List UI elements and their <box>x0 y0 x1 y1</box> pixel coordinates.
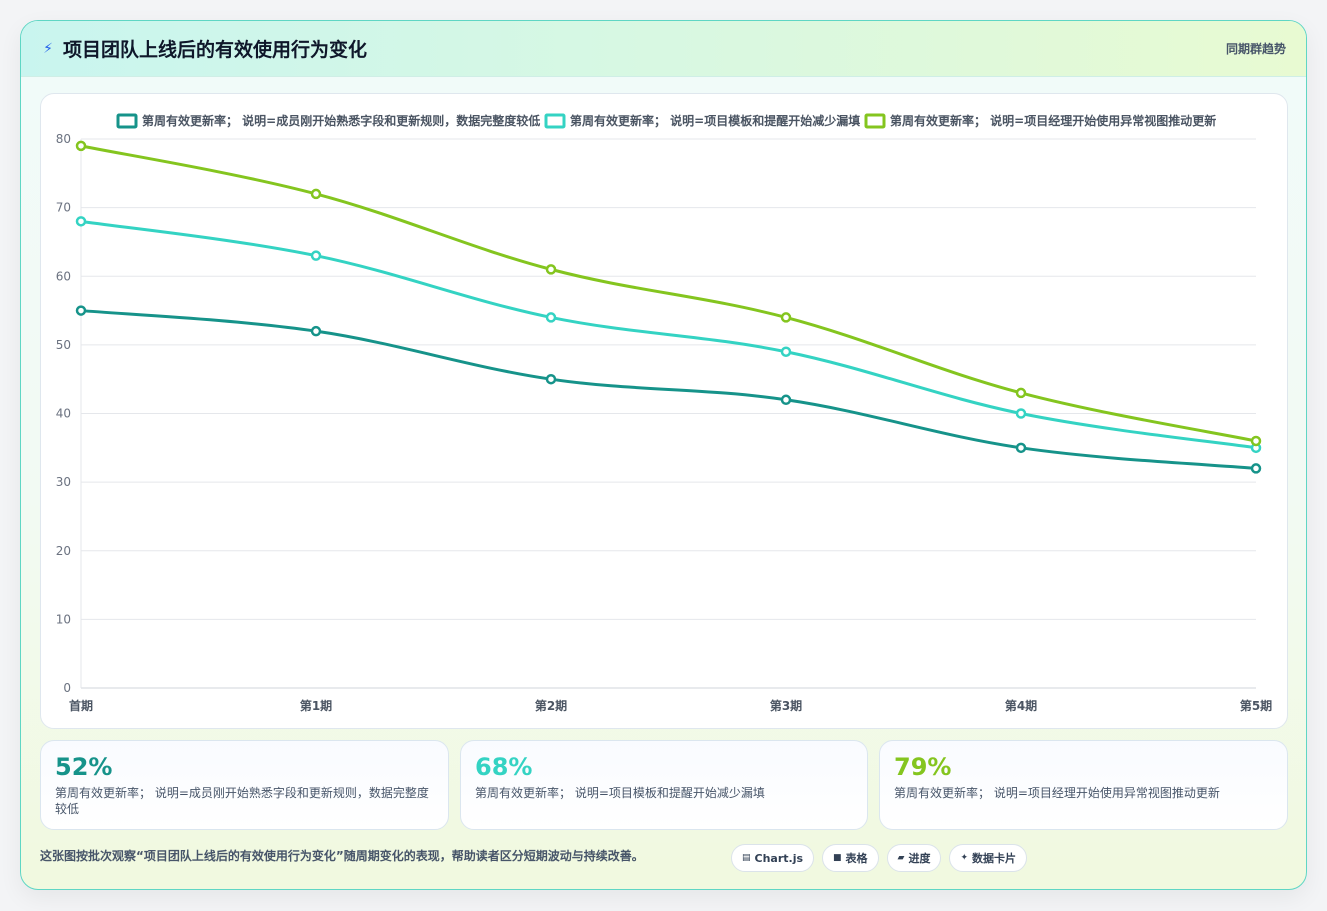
legend-label-2: 第周有效更新率； 说明=项目模板和提醒开始减少漏填 <box>570 113 860 128</box>
y-tick-label: 70 <box>56 201 71 215</box>
data-point-series-1 <box>310 325 322 337</box>
line-chart: 0 10 20 30 40 50 60 70 80 首期 第1期 第2期 第3期 第4期 第5期 第周有效更新… <box>56 113 1272 713</box>
data-point-series-2 <box>310 250 322 261</box>
chart-panel: 0 10 20 30 40 50 60 70 80 首期 第1期 第2期 第3期 第4期 第5期 第周有效更新… <box>40 93 1288 729</box>
stat-value-3: 79% <box>894 753 952 781</box>
y-tick-label: 0 <box>63 681 71 695</box>
legend-swatch-3 <box>864 113 886 129</box>
stat-card-2: 68% 第周有效更新率； 说明=项目模板和提醒开始减少漏填 <box>460 740 868 830</box>
y-tick-label: 60 <box>56 269 71 283</box>
progress-icon: ▰ <box>897 853 905 863</box>
series-line-3 <box>79 144 1258 443</box>
stat-value-1: 52% <box>55 753 113 781</box>
x-tick-label: 第2期 <box>535 698 567 713</box>
x-tick-label: 第1期 <box>300 698 332 713</box>
series-line-2 <box>79 219 1258 450</box>
page-title: 项目团队上线后的有效使用行为变化 <box>63 39 368 61</box>
footer-description: 这张图按批次观察“项目团队上线后的有效使用行为变化”随周期变化的表现，帮助读者区… <box>40 849 644 863</box>
table-icon: ■ <box>833 853 842 863</box>
header-right-label: 同期群趋势 <box>1225 42 1286 56</box>
pill-label: 数据卡片 <box>972 852 1017 865</box>
stat-value-2: 68% <box>475 753 533 781</box>
y-tick-label: 80 <box>56 132 71 146</box>
data-point-series-2 <box>780 346 792 357</box>
y-tick-label: 40 <box>56 407 71 421</box>
x-tick-label: 第5期 <box>1240 698 1272 713</box>
chart-card: ⚡ 项目团队上线后的有效使用行为变化 同期群趋势 0 10 20 30 40 50 60 70… <box>20 20 1307 890</box>
y-tick-label: 30 <box>56 475 71 489</box>
data-point-series-3 <box>75 140 87 152</box>
stat-card-3: 79% 第周有效更新率； 说明=项目经理开始使用异常视图推动更新 <box>879 740 1288 830</box>
sparkle-icon: ✦ <box>960 853 969 863</box>
y-tick-label: 50 <box>56 338 71 352</box>
pill-progress[interactable]: ▰ 进度 <box>886 844 942 872</box>
data-point-series-1 <box>780 394 792 406</box>
y-tick-label: 10 <box>56 612 71 626</box>
card-header: ⚡ 项目团队上线后的有效使用行为变化 同期群趋势 <box>21 21 1306 77</box>
data-point-series-1 <box>1015 442 1027 454</box>
pill-label: 进度 <box>908 852 931 865</box>
series-line-1 <box>79 309 1258 470</box>
data-point-series-1 <box>75 305 87 316</box>
stat-desc-3: 第周有效更新率； 说明=项目经理开始使用异常视图推动更新 <box>894 786 1220 800</box>
data-point-series-3 <box>310 188 322 200</box>
data-point-series-1 <box>1250 463 1262 474</box>
data-point-series-2 <box>75 216 87 227</box>
legend-label-1: 第周有效更新率； 说明=成员刚开始熟悉字段和更新规则，数据完整度较低 <box>142 113 540 128</box>
data-point-series-3 <box>1015 387 1027 399</box>
data-point-series-2 <box>1015 408 1027 419</box>
pill-chartjs[interactable]: ▤ Chart.js <box>731 844 815 872</box>
data-point-series-3 <box>1250 435 1262 447</box>
bolt-icon: ⚡ <box>43 40 53 57</box>
tag-pills: ▤ Chart.js ■ 表格 ▰ 进度 ✦ 数据卡片 <box>731 844 1028 872</box>
x-tick-label: 第4期 <box>1005 698 1037 713</box>
pill-data-card[interactable]: ✦ 数据卡片 <box>949 844 1028 872</box>
legend-swatch-2 <box>544 113 566 129</box>
data-point-series-3 <box>780 312 792 323</box>
pill-label: 表格 <box>845 852 868 865</box>
pill-table[interactable]: ■ 表格 <box>822 844 879 872</box>
stat-card-1: 52% 第周有效更新率； 说明=成员刚开始熟悉字段和更新规则，数据完整度较低 <box>40 740 449 830</box>
stat-desc-1: 第周有效更新率； 说明=成员刚开始熟悉字段和更新规则，数据完整度较低 <box>55 786 429 816</box>
legend-swatch-1 <box>116 113 138 129</box>
chart-icon: ▤ <box>742 853 751 863</box>
data-point-series-2 <box>545 312 557 323</box>
data-point-series-1 <box>545 373 557 385</box>
legend-label-3: 第周有效更新率； 说明=项目经理开始使用异常视图推动更新 <box>890 113 1216 128</box>
x-tick-label: 首期 <box>69 698 93 713</box>
x-tick-label: 第3期 <box>770 698 802 713</box>
y-tick-label: 20 <box>56 544 71 558</box>
stat-desc-2: 第周有效更新率； 说明=项目模板和提醒开始减少漏填 <box>475 786 765 800</box>
title-wrap: ⚡ 项目团队上线后的有效使用行为变化 <box>41 35 367 62</box>
data-point-series-3 <box>545 264 557 275</box>
pill-label: Chart.js <box>754 851 804 865</box>
